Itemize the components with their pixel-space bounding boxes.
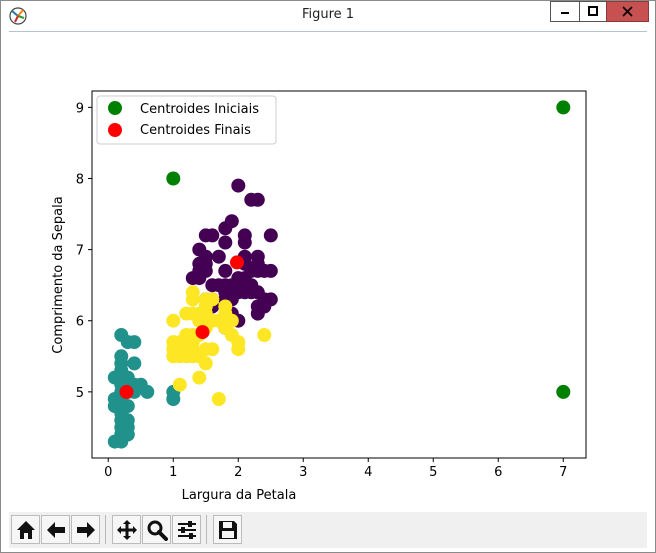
x-tick-label: 3 <box>299 465 307 480</box>
data-point <box>250 192 265 207</box>
initial-centroid-point <box>556 384 571 399</box>
back-arrow-icon <box>47 522 65 538</box>
x-tick-label: 0 <box>104 465 112 480</box>
data-point <box>192 256 207 271</box>
data-point <box>120 370 135 385</box>
data-point <box>172 377 187 392</box>
y-tick-label: 9 <box>76 101 84 116</box>
data-point <box>166 313 181 328</box>
title-bar[interactable]: Figure 1 <box>1 1 655 31</box>
data-point <box>211 392 226 406</box>
minimize-icon <box>561 12 569 14</box>
y-axis-ticks: 5 6 7 8 9 <box>76 101 92 401</box>
home-icon <box>17 521 35 539</box>
y-tick-label: 7 <box>76 244 84 259</box>
final-centroid-point <box>119 384 134 399</box>
data-point <box>211 278 226 293</box>
data-point <box>237 235 252 250</box>
final-centroid-point <box>195 325 210 340</box>
data-point <box>211 313 226 328</box>
x-tick-label: 2 <box>234 465 242 480</box>
data-point <box>224 214 239 229</box>
close-icon <box>622 6 633 17</box>
data-point <box>127 356 142 371</box>
data-point <box>218 299 233 314</box>
data-point <box>211 249 226 264</box>
x-axis-label: Largura da Petala <box>182 488 297 503</box>
data-point <box>231 178 246 193</box>
data-point <box>166 392 181 406</box>
legend-marker-final <box>108 123 122 137</box>
data-point <box>120 335 135 350</box>
window-title: Figure 1 <box>301 7 355 22</box>
data-point <box>224 313 239 328</box>
initial-centroid-point <box>166 171 181 186</box>
data-point <box>185 292 200 307</box>
configure-subplots-button[interactable] <box>172 515 201 544</box>
pan-icon <box>117 520 137 540</box>
x-tick-label: 4 <box>364 465 372 480</box>
zoom-button[interactable] <box>142 515 171 544</box>
data-point <box>218 263 233 278</box>
data-point <box>250 306 265 321</box>
home-button[interactable] <box>11 515 40 544</box>
zoom-icon <box>147 520 168 541</box>
data-point <box>237 271 252 286</box>
save-icon <box>219 521 237 539</box>
data-point <box>120 427 135 442</box>
data-point <box>198 356 213 371</box>
data-point <box>263 263 278 278</box>
data-point <box>257 328 272 342</box>
data-point <box>107 434 122 449</box>
forward-arrow-icon <box>77 522 95 538</box>
title-separator <box>9 31 647 32</box>
toolbar-separator <box>105 515 106 544</box>
data-point <box>231 342 246 357</box>
data-point <box>120 399 135 414</box>
navigation-toolbar <box>9 512 647 548</box>
data-point <box>140 384 155 399</box>
axes-frame <box>91 90 587 459</box>
legend-label-initial: Centroides Iniciais <box>140 102 259 117</box>
legend: Centroides Iniciais Centroides Finais <box>96 95 277 145</box>
save-button[interactable] <box>213 515 242 544</box>
legend-label-final: Centroides Finais <box>140 123 251 138</box>
x-axis-ticks: 0 1 2 3 4 5 6 7 <box>104 458 567 480</box>
x-tick-label: 6 <box>494 465 502 480</box>
maximize-icon <box>588 6 598 16</box>
initial-centroid-point <box>556 100 571 115</box>
data-point <box>198 306 213 321</box>
legend-box <box>96 95 277 145</box>
data-point <box>218 235 233 250</box>
data-point <box>205 342 220 357</box>
y-axis-label: Comprimento da Sepala <box>51 196 66 353</box>
final-centroid-point <box>230 255 244 270</box>
matplotlib-logo-icon <box>9 7 27 25</box>
data-point <box>179 306 194 321</box>
scatter-plot[interactable]: 0 1 2 3 4 5 6 7 5 6 7 8 9 Largura da Petala Comprim… <box>1 1 655 511</box>
data-points-layer <box>107 100 571 449</box>
forward-button[interactable] <box>71 515 100 544</box>
x-tick-label: 7 <box>559 465 567 480</box>
data-point <box>205 228 220 243</box>
data-point <box>250 256 265 271</box>
close-button[interactable] <box>606 1 649 22</box>
data-point <box>192 370 207 385</box>
back-button[interactable] <box>41 515 70 544</box>
legend-marker-initial <box>108 101 122 115</box>
y-tick-label: 6 <box>76 315 84 330</box>
toolbar-separator <box>206 515 207 544</box>
pan-button[interactable] <box>112 515 141 544</box>
y-tick-label: 5 <box>76 386 84 401</box>
y-tick-label: 8 <box>76 172 84 187</box>
configure-subplots-icon <box>178 521 196 539</box>
x-tick-label: 1 <box>169 465 177 480</box>
data-point <box>263 228 278 243</box>
x-tick-label: 5 <box>429 465 437 480</box>
